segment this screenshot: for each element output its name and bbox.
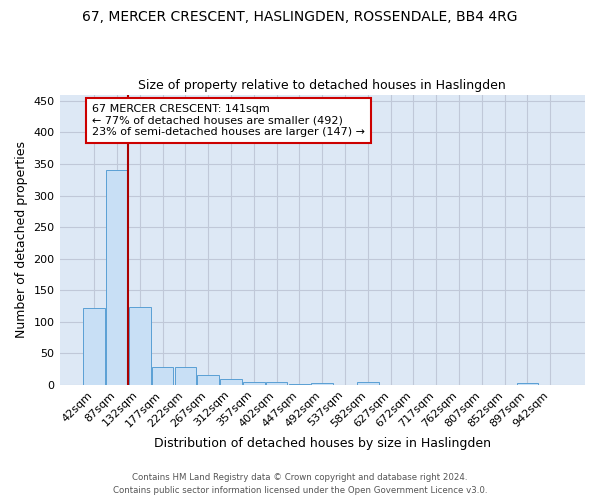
Bar bbox=[106, 170, 128, 385]
Bar bbox=[175, 366, 196, 385]
Bar bbox=[243, 382, 265, 385]
Text: 67, MERCER CRESCENT, HASLINGDEN, ROSSENDALE, BB4 4RG: 67, MERCER CRESCENT, HASLINGDEN, ROSSEND… bbox=[82, 10, 518, 24]
Bar bbox=[357, 382, 379, 385]
Bar bbox=[83, 308, 105, 385]
Y-axis label: Number of detached properties: Number of detached properties bbox=[15, 141, 28, 338]
Title: Size of property relative to detached houses in Haslingden: Size of property relative to detached ho… bbox=[139, 79, 506, 92]
Bar bbox=[311, 383, 333, 385]
Text: Contains HM Land Registry data © Crown copyright and database right 2024.
Contai: Contains HM Land Registry data © Crown c… bbox=[113, 474, 487, 495]
Text: 67 MERCER CRESCENT: 141sqm
← 77% of detached houses are smaller (492)
23% of sem: 67 MERCER CRESCENT: 141sqm ← 77% of deta… bbox=[92, 104, 365, 137]
Bar bbox=[197, 376, 219, 385]
Bar bbox=[129, 306, 151, 385]
Bar bbox=[266, 382, 287, 385]
Bar bbox=[517, 383, 538, 385]
X-axis label: Distribution of detached houses by size in Haslingden: Distribution of detached houses by size … bbox=[154, 437, 491, 450]
Bar bbox=[152, 367, 173, 385]
Bar bbox=[220, 379, 242, 385]
Bar bbox=[289, 384, 310, 385]
